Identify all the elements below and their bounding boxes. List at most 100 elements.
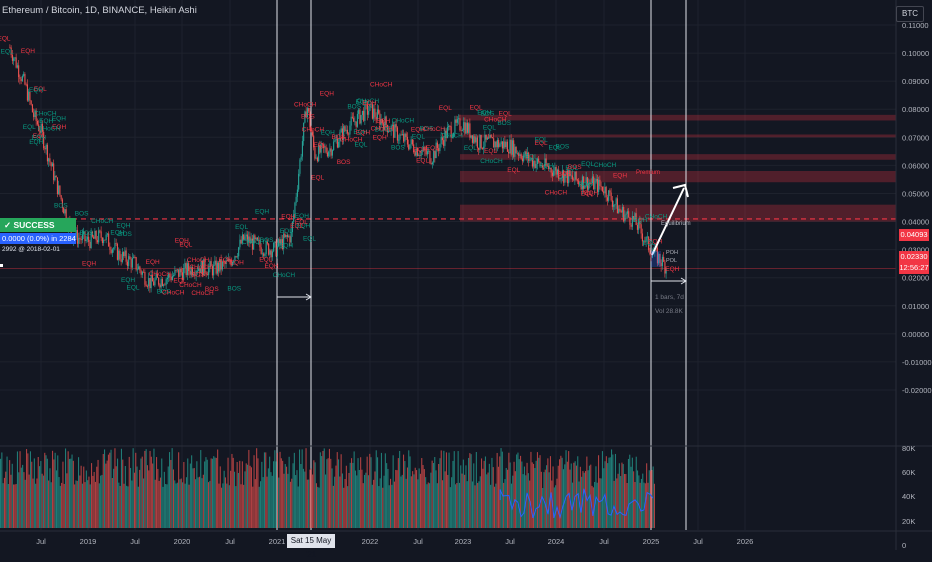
- volume-bar: [504, 479, 506, 528]
- structure-label: EQH: [52, 115, 66, 122]
- candle-body: [381, 119, 383, 124]
- volume-bar: [405, 478, 407, 528]
- candle-body: [519, 154, 521, 156]
- candle-body: [389, 130, 391, 132]
- structure-label: BOS: [205, 286, 219, 293]
- candle-body: [365, 104, 367, 106]
- candle-body: [434, 151, 436, 159]
- candle-body: [80, 238, 82, 241]
- volume-bar: [118, 482, 120, 528]
- volume-bar: [622, 464, 624, 528]
- structure-label: CHoCH: [38, 126, 61, 133]
- volume-bar: [18, 472, 20, 528]
- structure-label: EQL: [23, 124, 36, 131]
- chart-canvas[interactable]: EQHEQLCHoCHCHoCHEQHCHoCHEQLCHoCHBOSEQLEQ…: [0, 0, 932, 550]
- volume-bar: [141, 456, 143, 528]
- candle-body: [650, 254, 652, 258]
- pol-label: POL: [666, 258, 677, 264]
- candle-body: [315, 157, 317, 159]
- candle-body: [385, 116, 387, 125]
- candle-body: [374, 108, 376, 117]
- candle-body: [174, 269, 176, 276]
- volume-bar: [119, 485, 121, 528]
- candle-body: [131, 258, 133, 268]
- volume-bar: [211, 458, 213, 528]
- candle-body: [231, 261, 233, 266]
- volume-bar: [313, 460, 315, 528]
- candle-body: [296, 189, 298, 197]
- volume-bar: [133, 472, 135, 528]
- candle-body: [643, 240, 645, 242]
- volume-bar: [404, 461, 406, 528]
- structure-label: CHoCH: [187, 257, 210, 264]
- candle-body: [493, 138, 495, 148]
- volume-bar: [26, 449, 28, 528]
- candle-body: [645, 237, 647, 242]
- candle-body: [506, 141, 508, 152]
- volume-bar: [500, 448, 502, 528]
- volume-bar: [520, 455, 522, 528]
- structure-label: EQL: [565, 165, 578, 172]
- volume-bar: [55, 470, 57, 528]
- candle-body: [556, 169, 558, 175]
- volume-bar: [158, 480, 160, 528]
- volume-bar: [408, 450, 410, 528]
- candle-body: [63, 207, 65, 214]
- volume-bar: [28, 474, 30, 528]
- volume-bar: [213, 456, 215, 528]
- y-tick-label: 0.03000: [902, 246, 929, 255]
- candle-body: [648, 236, 650, 251]
- structure-label: EQL: [642, 240, 655, 247]
- candle-body: [115, 243, 117, 245]
- candle-body: [565, 170, 567, 174]
- candle-body: [660, 262, 662, 267]
- candle-body: [361, 110, 363, 115]
- currency-badge[interactable]: BTC: [896, 6, 924, 22]
- candle-body: [485, 134, 487, 140]
- x-tick-label: Jul: [693, 537, 703, 546]
- candle-body: [414, 152, 416, 156]
- volume-bar: [107, 454, 109, 528]
- volume-bar: [487, 472, 489, 528]
- candle-body: [550, 168, 552, 173]
- candle-body: [340, 128, 342, 133]
- volume-bar: [62, 461, 64, 528]
- volume-bar: [452, 460, 454, 528]
- candle-body: [24, 73, 26, 85]
- volume-bar: [471, 481, 473, 528]
- volume-bar: [180, 478, 182, 528]
- candle-body: [586, 177, 588, 190]
- candle-body: [461, 130, 463, 131]
- candle-body: [596, 178, 598, 192]
- candle-body: [473, 136, 475, 143]
- volume-bar: [469, 453, 471, 528]
- candle-body: [321, 143, 323, 145]
- candle-body: [584, 185, 586, 189]
- volume-bar: [105, 463, 107, 528]
- volume-bar: [505, 467, 507, 528]
- structure-label: EQL: [295, 219, 308, 226]
- candle-body: [541, 164, 543, 168]
- candle-body: [225, 260, 227, 264]
- structure-label: EQL: [416, 158, 429, 165]
- level-price-tag: 0.04093: [899, 229, 929, 241]
- structure-label: BOS: [391, 144, 405, 151]
- volume-bar: [49, 468, 51, 528]
- volume-bar: [42, 475, 44, 528]
- candle-body: [323, 144, 325, 148]
- volume-bar: [395, 469, 397, 528]
- candle-body: [384, 116, 386, 131]
- candle-body: [289, 236, 291, 243]
- candle-body: [625, 213, 627, 215]
- candle-body: [520, 154, 522, 159]
- candle-body: [124, 250, 126, 257]
- candle-body: [105, 234, 107, 241]
- candle-body: [220, 259, 222, 270]
- volume-bar: [109, 452, 111, 528]
- volume-bar: [382, 487, 384, 528]
- volume-bar: [302, 468, 304, 528]
- candle-body: [453, 133, 455, 137]
- candle-body: [544, 158, 546, 169]
- volume-bar: [29, 451, 31, 528]
- volume-bar: [392, 455, 394, 528]
